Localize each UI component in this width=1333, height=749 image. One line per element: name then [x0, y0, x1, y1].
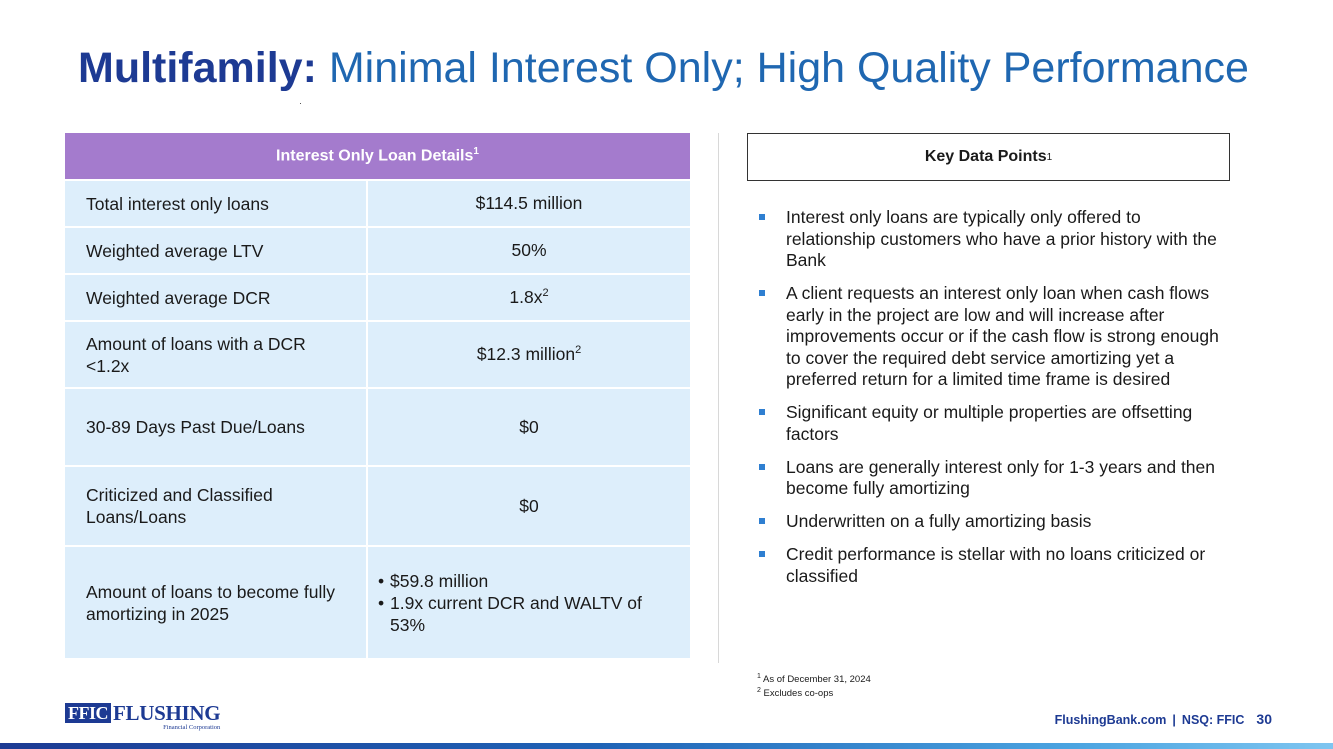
table-row: Amount of loans to become fully amortizi… [65, 545, 690, 658]
square-bullet-icon [759, 518, 765, 524]
square-bullet-icon [759, 290, 765, 296]
row-value-footnote: 2 [542, 287, 549, 300]
row-label: Amount of loans to become fully amortizi… [65, 545, 366, 658]
list-item: Underwritten on a fully amortizing basis [757, 511, 1227, 533]
row-value: $0 [366, 387, 690, 465]
page-number: 30 [1256, 711, 1272, 727]
row-value-text: $0 [519, 416, 539, 437]
row-value-text: $12.3 million [476, 344, 576, 364]
list-item: Significant equity or multiple propertie… [757, 402, 1227, 445]
key-data-points-title: Key Data Points [924, 148, 1047, 165]
table-row: Amount of loans with a DCR <1.2x $12.3 m… [65, 320, 690, 387]
row-value: 50% [366, 226, 690, 273]
column-divider [718, 133, 719, 663]
list-item-text: Loans are generally interest only for 1-… [786, 456, 1216, 499]
decorative-dot [300, 103, 301, 104]
row-label: Amount of loans with a DCR <1.2x [65, 320, 366, 387]
footnote-text: As of December 31, 2024 [763, 674, 871, 686]
row-label: 30-89 Days Past Due/Loans [65, 387, 366, 465]
footnote: 2 Excludes co-ops [757, 685, 871, 699]
row-value-item: $59.8 million [378, 570, 680, 592]
logo-subtitle: Financial Corporation [163, 724, 221, 731]
row-value-text: 1.8x [509, 287, 543, 307]
row-value-text: 50% [511, 240, 547, 260]
table-row: Weighted average LTV 50% [65, 226, 690, 273]
logo-ffic-badge: FFIC [65, 703, 111, 723]
list-item: Credit performance is stellar with no lo… [757, 544, 1227, 587]
footer-separator: | [1172, 713, 1176, 727]
list-item-text: Underwritten on a fully amortizing basis [786, 511, 1092, 531]
key-data-points-header: Key Data Points 1 [747, 133, 1230, 181]
page-title: Multifamily: Minimal Interest Only; High… [78, 42, 1318, 94]
list-item: Interest only loans are typically only o… [757, 207, 1227, 272]
list-item: A client requests an interest only loan … [757, 283, 1227, 391]
row-value: $12.3 million2 [366, 320, 690, 387]
list-item-text: Interest only loans are typically only o… [786, 207, 1217, 270]
row-label: Total interest only loans [65, 179, 366, 226]
list-item-text: Credit performance is stellar with no lo… [786, 544, 1206, 586]
row-label: Weighted average DCR [65, 273, 366, 320]
row-value-text: $0 [519, 495, 539, 516]
logo-wordmark: FLUSHING Financial Corporation [113, 701, 221, 732]
footnotes: 1 As of December 31, 2024 2 Excludes co-… [757, 671, 871, 699]
table-row: Weighted average DCR 1.8x2 [65, 273, 690, 320]
footnote-text: Excludes co-ops [763, 688, 834, 700]
list-item-text: Significant equity or multiple propertie… [786, 402, 1193, 444]
list-item-text: A client requests an interest only loan … [786, 283, 1219, 389]
square-bullet-icon [759, 214, 765, 220]
row-value-list: $59.8 million 1.9x current DCR and WALTV… [378, 570, 680, 636]
row-value: $114.5 million [366, 179, 690, 226]
list-item: Loans are generally interest only for 1-… [757, 457, 1227, 500]
table-header-label: Interest Only Loan Details [276, 147, 474, 165]
key-data-points-footnote: 1 [1046, 151, 1053, 163]
row-label: Weighted average LTV [65, 226, 366, 273]
footnote: 1 As of December 31, 2024 [757, 671, 871, 685]
footnote-mark: 1 [757, 673, 761, 680]
footer-site: FlushingBank.com [1054, 713, 1167, 727]
row-value: 1.8x2 [366, 273, 690, 320]
footnote-mark: 2 [757, 687, 761, 695]
row-label: Criticized and Classified Loans/Loans [65, 465, 366, 545]
row-value-item: 1.9x current DCR and WALTV of 53% [378, 592, 680, 636]
logo-flushing-text: FLUSHING [113, 701, 221, 725]
table-row: Total interest only loans $114.5 million [65, 179, 690, 226]
square-bullet-icon [759, 409, 765, 415]
bottom-gradient-bar [0, 743, 1333, 749]
row-value: $0 [366, 465, 690, 545]
table-header-footnote: 1 [473, 146, 479, 158]
row-value-text: $114.5 million [475, 193, 583, 213]
company-logo: FFIC FLUSHING Financial Corporation [65, 701, 221, 733]
footer-info: FlushingBank.com | NSQ: FFIC 30 [1055, 711, 1272, 727]
table-header: Interest Only Loan Details1 [65, 133, 690, 179]
key-data-points-list: Interest only loans are typically only o… [757, 207, 1227, 599]
table-row: 30-89 Days Past Due/Loans $0 [65, 387, 690, 465]
row-value-footnote: 2 [575, 344, 582, 357]
title-rest: Minimal Interest Only; High Quality Perf… [316, 44, 1249, 92]
square-bullet-icon [759, 463, 765, 470]
row-value: $59.8 million 1.9x current DCR and WALTV… [366, 545, 690, 658]
square-bullet-icon [759, 551, 765, 557]
table-row: Criticized and Classified Loans/Loans $0 [65, 465, 690, 545]
title-strong: Multifamily: [78, 44, 317, 92]
footer-ticker: NSQ: FFIC [1181, 713, 1245, 727]
interest-only-loan-table: Interest Only Loan Details1 Total intere… [65, 133, 690, 658]
